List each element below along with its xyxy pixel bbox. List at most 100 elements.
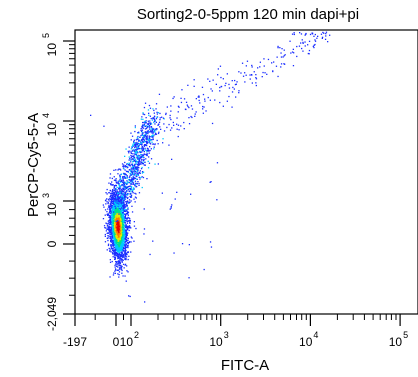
data-point xyxy=(121,197,124,199)
data-point xyxy=(117,194,119,196)
data-point xyxy=(118,233,120,235)
data-point xyxy=(118,262,120,264)
x-tick-label: 10 xyxy=(209,335,223,349)
data-point xyxy=(149,115,151,117)
data-point xyxy=(125,231,127,233)
data-point xyxy=(111,210,114,212)
data-point xyxy=(119,244,121,247)
data-point xyxy=(111,181,113,183)
data-point xyxy=(130,154,132,157)
data-point xyxy=(114,252,116,255)
data-point xyxy=(126,234,128,236)
data-point xyxy=(121,212,123,214)
data-point xyxy=(142,147,144,149)
data-point xyxy=(120,218,122,220)
data-point xyxy=(137,152,139,154)
data-point xyxy=(246,60,249,62)
data-point xyxy=(134,169,136,171)
data-point xyxy=(111,236,113,238)
data-point xyxy=(120,205,122,207)
data-point xyxy=(123,186,126,188)
data-point xyxy=(132,182,135,184)
data-point xyxy=(176,128,178,130)
data-point xyxy=(151,130,154,132)
data-point xyxy=(144,301,146,303)
data-point xyxy=(133,240,135,242)
data-point xyxy=(152,240,154,242)
data-point xyxy=(108,192,110,194)
data-point xyxy=(209,181,211,183)
data-point xyxy=(151,119,153,121)
data-point xyxy=(117,222,120,224)
data-point xyxy=(142,137,144,139)
data-point xyxy=(176,123,178,125)
data-point xyxy=(304,34,306,36)
data-point xyxy=(123,235,126,237)
data-point xyxy=(116,211,118,213)
data-point xyxy=(127,170,129,173)
data-point xyxy=(114,189,116,191)
data-point xyxy=(240,72,242,74)
data-point xyxy=(235,96,237,98)
data-point xyxy=(133,159,135,162)
data-point xyxy=(114,218,116,220)
data-point xyxy=(132,155,134,158)
data-point xyxy=(115,181,117,184)
data-point xyxy=(123,231,125,233)
data-point xyxy=(209,99,211,101)
data-point xyxy=(267,58,270,61)
data-point xyxy=(120,217,122,219)
data-point xyxy=(169,114,171,117)
data-point xyxy=(137,174,140,176)
data-point xyxy=(136,147,139,149)
data-point xyxy=(130,241,132,243)
data-point xyxy=(145,127,148,130)
data-point xyxy=(123,187,125,189)
data-point xyxy=(133,142,136,144)
data-point xyxy=(122,243,124,246)
data-point xyxy=(266,73,268,75)
data-point xyxy=(128,146,130,148)
data-point xyxy=(122,210,124,213)
data-point xyxy=(112,233,114,235)
data-point xyxy=(106,249,108,251)
data-point xyxy=(148,131,150,133)
data-point xyxy=(103,206,105,208)
data-point xyxy=(169,129,172,131)
data-point xyxy=(121,218,123,221)
data-point xyxy=(210,88,212,90)
data-point xyxy=(142,159,145,162)
data-point xyxy=(110,223,112,225)
data-point xyxy=(120,264,122,267)
data-point xyxy=(117,269,119,271)
data-point xyxy=(119,234,121,236)
data-point xyxy=(120,251,122,254)
data-point xyxy=(129,150,131,152)
data-point xyxy=(111,248,114,250)
data-point xyxy=(137,170,139,172)
data-point xyxy=(115,204,117,206)
data-point xyxy=(125,233,127,236)
data-point xyxy=(136,157,138,159)
data-point xyxy=(136,152,138,154)
data-point xyxy=(130,180,132,182)
data-point xyxy=(129,179,131,181)
data-point xyxy=(132,192,134,194)
data-point xyxy=(307,44,309,46)
data-point xyxy=(129,157,131,160)
data-point xyxy=(120,256,122,258)
data-point xyxy=(155,121,157,123)
data-point xyxy=(116,222,118,224)
data-point xyxy=(140,129,142,132)
data-point xyxy=(109,205,112,208)
data-point xyxy=(113,197,115,199)
data-point xyxy=(121,250,123,252)
data-point xyxy=(129,227,131,229)
data-point xyxy=(115,200,117,202)
data-point xyxy=(149,123,152,125)
y-tick-label: -2,049 xyxy=(45,297,59,331)
data-point xyxy=(122,209,124,211)
data-point xyxy=(141,129,144,131)
data-point xyxy=(131,174,133,176)
data-point xyxy=(141,144,143,146)
